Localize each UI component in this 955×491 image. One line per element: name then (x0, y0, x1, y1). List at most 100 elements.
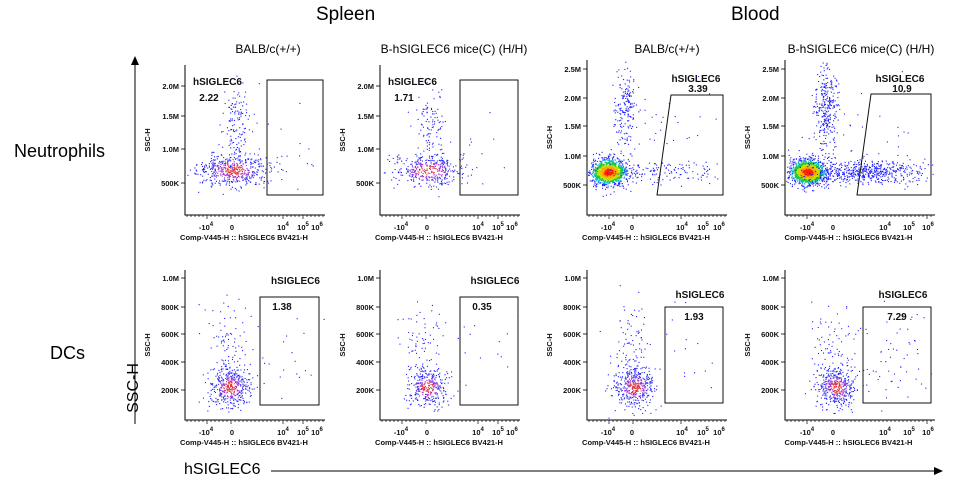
event-dot (441, 160, 443, 162)
event-dot (797, 176, 800, 178)
event-dot (620, 166, 622, 168)
event-dot (826, 131, 828, 133)
event-dot (596, 180, 598, 182)
event-dot (825, 120, 827, 122)
event-dot (230, 129, 232, 131)
event-dot (875, 181, 877, 183)
event-dot (877, 174, 879, 176)
event-dot (232, 376, 234, 378)
event-dot (846, 165, 848, 167)
event-dot (612, 176, 615, 179)
event-dot (621, 170, 623, 172)
event-dot (665, 168, 667, 170)
event-dot (596, 178, 598, 180)
event-dot (233, 392, 235, 394)
event-dot (832, 138, 834, 140)
event-dot (597, 178, 599, 180)
event-dot (222, 180, 224, 182)
event-dot (789, 174, 791, 176)
event-dot (244, 139, 246, 141)
event-dot (623, 173, 625, 175)
event-dot (225, 180, 227, 182)
event-dot (466, 182, 468, 184)
event-dot (605, 169, 607, 171)
event-dot (249, 177, 251, 179)
event-dot (240, 101, 242, 103)
event-dot (471, 169, 473, 171)
event-dot (236, 383, 238, 385)
event-dot (403, 163, 405, 165)
event-dot (421, 166, 423, 168)
event-dot (240, 111, 242, 113)
event-dot (409, 169, 411, 171)
event-dot (231, 142, 233, 144)
event-dot (821, 93, 823, 95)
event-dot (837, 170, 839, 172)
event-dot (425, 172, 427, 174)
event-dot (430, 165, 432, 167)
event-dot (857, 114, 859, 116)
event-dot (872, 165, 874, 167)
event-dot (222, 381, 224, 383)
event-dot (654, 163, 656, 165)
event-dot (592, 171, 594, 173)
event-dot (619, 139, 621, 141)
event-dot (217, 401, 219, 403)
event-dot (628, 101, 630, 103)
event-dot (840, 176, 842, 178)
event-dot (606, 170, 609, 172)
flow-plot-1: -104 0 104 105 106500K1.0M1.5M2.0MSSC-HComp-… (143, 65, 325, 242)
event-dot (426, 164, 428, 166)
event-dot (804, 183, 806, 185)
event-dot (421, 167, 423, 169)
event-dot (652, 183, 654, 185)
event-dot (812, 155, 814, 157)
event-dot (434, 110, 436, 112)
event-dot (858, 161, 860, 163)
event-dot (257, 169, 259, 171)
event-dot (457, 172, 459, 174)
event-dot (626, 137, 628, 139)
event-dot (793, 161, 795, 163)
event-dot (409, 170, 411, 172)
event-dot (601, 157, 603, 159)
event-dot (916, 179, 918, 181)
event-dot (227, 379, 229, 381)
event-dot (823, 172, 825, 174)
event-dot (614, 159, 616, 161)
row-title-neutrophils: Neutrophils (14, 141, 106, 161)
event-dot (426, 134, 428, 136)
event-dot (210, 369, 212, 371)
event-dot (215, 401, 217, 403)
event-dot (230, 167, 232, 169)
y-tick-label: 2.0M (762, 94, 779, 103)
event-dot (422, 179, 424, 181)
event-dot (454, 169, 456, 171)
event-dot (239, 377, 241, 379)
event-dot (609, 175, 612, 178)
event-dot (481, 153, 483, 155)
event-dot (834, 142, 836, 144)
event-dot (883, 168, 885, 170)
event-dot (627, 181, 629, 183)
event-dot (871, 171, 873, 173)
event-dot (840, 163, 842, 165)
event-dot (845, 179, 847, 181)
event-dot (221, 385, 223, 387)
event-dot (469, 144, 471, 146)
event-dot (436, 136, 438, 138)
event-dot (247, 389, 249, 391)
event-dot (233, 131, 235, 133)
event-dot (617, 177, 619, 179)
event-dot (612, 163, 615, 165)
event-dot (237, 164, 239, 166)
event-dot (833, 99, 835, 101)
event-dot (241, 389, 243, 391)
event-dot (228, 372, 230, 374)
event-dot (216, 165, 218, 167)
event-dot (244, 169, 246, 171)
event-dot (220, 393, 222, 395)
event-dot (418, 183, 420, 185)
event-dot (437, 188, 439, 190)
event-dot (674, 116, 676, 118)
